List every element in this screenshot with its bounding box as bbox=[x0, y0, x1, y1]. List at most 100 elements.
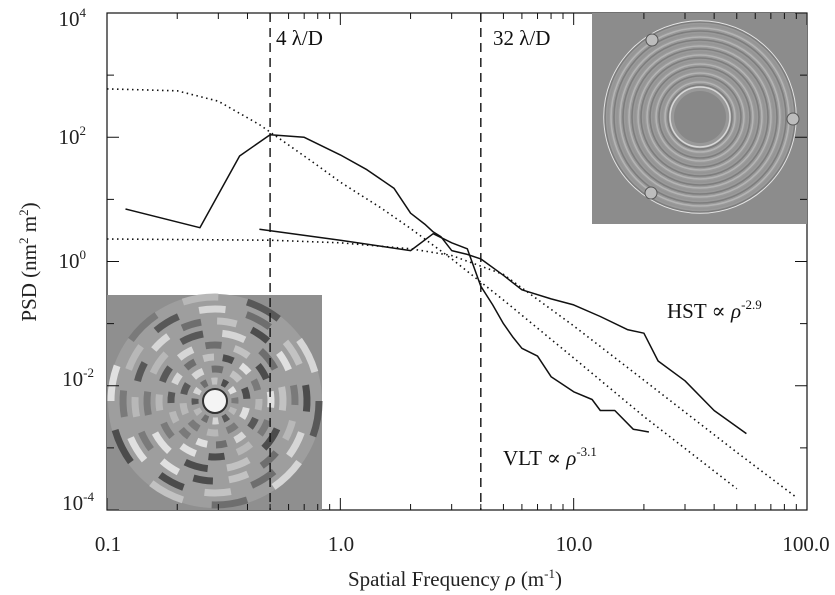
inset-bottom-left-blob bbox=[149, 351, 169, 375]
inset-bottom-left-blob bbox=[211, 496, 249, 509]
inset-bottom-left-blob bbox=[215, 440, 228, 449]
inset-top-right-ring bbox=[625, 42, 775, 192]
inset-bottom-left-blob bbox=[241, 386, 251, 400]
inset-top-right-pad-2 bbox=[786, 112, 800, 126]
inset-bottom-left-blob bbox=[220, 379, 230, 388]
inset-bottom-left-blob bbox=[226, 456, 251, 472]
inset-bottom-left-blob bbox=[107, 364, 121, 402]
series-vlt bbox=[259, 228, 650, 433]
inset-bottom-left-blob bbox=[199, 379, 209, 389]
x-tick-label-1: 1.0 bbox=[328, 532, 354, 556]
inset-bottom-left-blob bbox=[193, 407, 203, 417]
inset-bottom-left-blob bbox=[171, 372, 183, 386]
inset-top-right-ring bbox=[628, 45, 772, 189]
inset-bottom-left-blob bbox=[276, 350, 292, 372]
inset-bottom-left-blob bbox=[187, 419, 201, 432]
inset-bottom-left-blob bbox=[127, 436, 148, 463]
inset-bottom-left-blob bbox=[193, 386, 202, 396]
inset-bottom-left-hole bbox=[202, 388, 228, 414]
inset-bottom-left-blob bbox=[178, 426, 192, 440]
inset-bottom-left-blob bbox=[198, 305, 226, 314]
inset-bottom-left-blob bbox=[254, 398, 263, 411]
inset-top-right-ring bbox=[631, 48, 769, 186]
inset-bottom-left-blob bbox=[302, 384, 311, 412]
vline-label-4lambda: 4 λ/D bbox=[276, 26, 323, 50]
inset-bottom-left-blob bbox=[158, 472, 185, 491]
fit-line-3 bbox=[106, 238, 797, 498]
inset-bottom-left-blob bbox=[200, 414, 210, 423]
inset-bottom-left-blob bbox=[181, 293, 219, 306]
y-tick-label-4: 104 bbox=[59, 5, 87, 31]
inset-bottom-left-blob bbox=[128, 312, 159, 343]
inset-bottom-left-blob bbox=[183, 358, 197, 371]
inset-bottom-left-blob bbox=[202, 353, 215, 362]
inset-bottom-left-blob bbox=[149, 480, 185, 504]
inset-bottom-left-blob bbox=[191, 368, 205, 380]
inset-top-right-ring bbox=[622, 39, 778, 195]
inset-bottom-left-blob bbox=[235, 441, 254, 456]
inset-bottom-left-blob bbox=[208, 452, 226, 461]
annotation-vlt: VLT ∝ ρ-3.1 bbox=[503, 444, 597, 470]
inset-bottom-left-blob bbox=[195, 437, 208, 448]
inset-bottom-left-blob bbox=[227, 385, 237, 395]
inset-bottom-left-blob bbox=[159, 458, 181, 476]
inset-bottom-left-blob bbox=[168, 410, 180, 424]
inset-bottom-left-blob bbox=[179, 330, 204, 346]
inset-top-right-ring bbox=[649, 66, 751, 168]
inset-top-right-ring bbox=[643, 60, 757, 174]
x-tick-labels: 0.1 1.0 10.0 100.0 bbox=[95, 532, 830, 556]
inset-bottom-left-blob bbox=[151, 333, 171, 352]
y-axis-title: PSD (nm2 m2) bbox=[16, 202, 41, 321]
inset-bottom-left-blob bbox=[221, 413, 231, 423]
inset-bottom-left-blob bbox=[221, 329, 247, 344]
inset-bottom-left-blob bbox=[179, 402, 189, 416]
x-tick-label-0: 0.1 bbox=[95, 532, 121, 556]
y-tick-label-0: 10-4 bbox=[62, 489, 94, 515]
inset-bottom-left-blob bbox=[228, 470, 250, 484]
inset-bottom-left-blob bbox=[225, 422, 239, 434]
inset-bottom-left-blob bbox=[296, 337, 319, 374]
inset-bottom-left-blob bbox=[138, 430, 154, 452]
inset-bottom-left-blob bbox=[176, 346, 195, 361]
axis-ticks bbox=[106, 12, 808, 511]
inset-top-right-ring bbox=[661, 78, 739, 156]
inset-top-right-ring bbox=[613, 30, 787, 204]
inset-bottom-left-blob bbox=[179, 443, 198, 457]
inset-bottom-left-blob bbox=[261, 427, 281, 451]
inset-bottom-left-blob bbox=[282, 419, 296, 441]
inset-bottom-left-blob bbox=[153, 313, 180, 334]
inset-bottom-left-blob bbox=[250, 468, 277, 489]
x-tick-label-2: 10.0 bbox=[556, 532, 593, 556]
y-tick-labels: 10-4 10-2 100 102 104 bbox=[59, 5, 95, 515]
y-tick-label-2: 100 bbox=[59, 247, 87, 273]
inset-bottom-left-blob bbox=[233, 431, 247, 444]
inset-bottom-left-blob bbox=[204, 341, 222, 350]
inset-top-right-ring bbox=[619, 36, 781, 198]
inset-bottom-left-blob bbox=[245, 311, 272, 330]
inset-bottom-left-blob bbox=[192, 474, 214, 485]
inset-bottom-left-blob bbox=[222, 354, 235, 365]
y-tick-label-1: 10-2 bbox=[62, 365, 94, 391]
inset-top-right-pad-1 bbox=[645, 33, 659, 47]
inset-bottom-left-blob bbox=[278, 386, 287, 411]
inset-bottom-left-blob bbox=[125, 344, 144, 371]
inset-bottom-left-blob bbox=[180, 382, 191, 396]
inset-bottom-left-blob bbox=[232, 345, 251, 359]
x-axis-title: Spatial Frequency ρ (m-1) bbox=[348, 566, 562, 591]
inset-bottom-left-blob bbox=[289, 384, 299, 406]
annotation-hst: HST ∝ ρ-2.9 bbox=[667, 297, 762, 323]
inset-bottom-left-blob bbox=[271, 459, 302, 490]
inset-top-right-rings bbox=[604, 21, 796, 213]
inset-top-right-ring bbox=[658, 75, 742, 159]
inset-bottom-left-blob bbox=[211, 365, 224, 374]
inset-top-right-ring bbox=[616, 33, 784, 201]
inset-bottom-left-blob bbox=[134, 361, 148, 383]
inset-top-right-ring bbox=[640, 57, 760, 177]
vertical-markers bbox=[269, 13, 482, 510]
y-tick-label-3: 102 bbox=[59, 123, 87, 149]
inset-bottom-left-blob bbox=[151, 431, 172, 454]
inset-bottom-left-blob bbox=[204, 488, 232, 497]
inset-bottom-left-blob bbox=[143, 391, 152, 416]
inset-bottom-left-blob bbox=[159, 365, 173, 384]
series-hst bbox=[125, 133, 747, 435]
